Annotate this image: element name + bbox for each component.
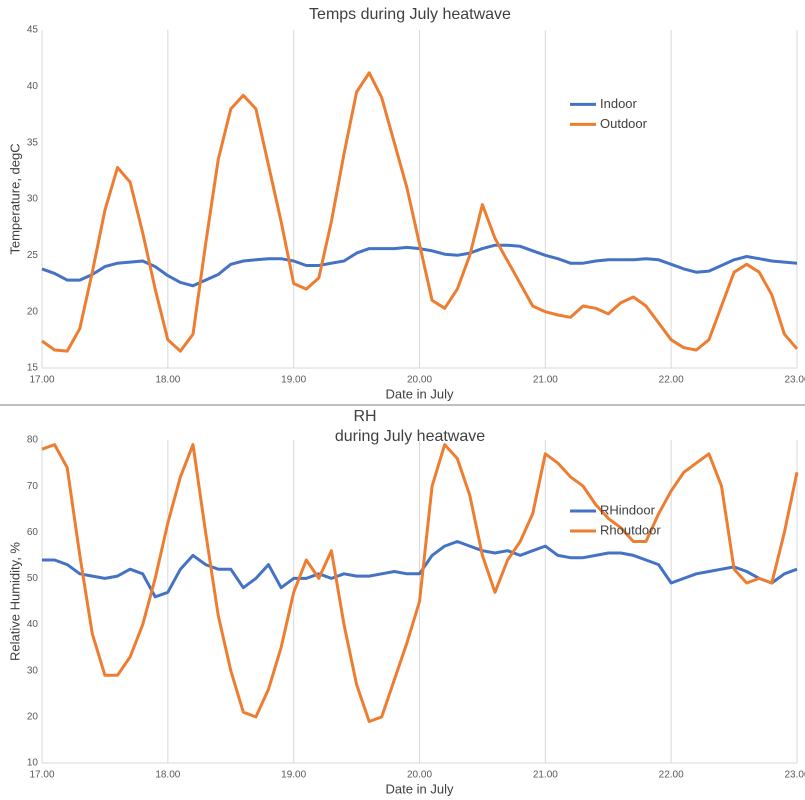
legend-label: RHindoor xyxy=(600,502,656,517)
legend-label: Rhoutdoor xyxy=(600,522,661,537)
x-tick-label: 17.00 xyxy=(29,770,54,781)
x-tick-label: 22.00 xyxy=(659,770,684,781)
legend-label: Indoor xyxy=(600,96,638,111)
x-tick-label: 22.00 xyxy=(659,375,684,386)
x-tick-label: 21.00 xyxy=(533,375,558,386)
x-axis-title: Date in July xyxy=(386,781,454,796)
series-line xyxy=(41,443,799,723)
y-tick-label: 80 xyxy=(27,435,39,446)
y-tick-label: 30 xyxy=(27,194,39,205)
legend-label: Outdoor xyxy=(600,116,648,131)
x-tick-label: 18.00 xyxy=(155,375,180,386)
y-tick-label: 50 xyxy=(27,573,39,584)
y-tick-label: 60 xyxy=(27,527,39,538)
chart-title: RH xyxy=(353,408,376,425)
chart-title: Temps during July heatwave xyxy=(309,6,511,23)
x-tick-label: 21.00 xyxy=(533,770,558,781)
x-tick-label: 17.00 xyxy=(29,375,54,386)
series-line xyxy=(41,71,799,353)
y-tick-label: 40 xyxy=(27,619,39,630)
x-axis-title: Date in July xyxy=(386,386,454,401)
x-tick-label: 23.00 xyxy=(784,375,805,386)
y-axis-title: Temperature, degC xyxy=(7,143,22,254)
y-tick-label: 10 xyxy=(27,758,39,769)
y-tick-label: 30 xyxy=(27,665,39,676)
y-axis-title: Relative Humidity, % xyxy=(7,542,22,661)
y-tick-label: 45 xyxy=(27,25,39,36)
y-tick-label: 15 xyxy=(27,363,39,374)
series-line xyxy=(42,540,798,599)
x-tick-label: 19.00 xyxy=(281,770,306,781)
y-tick-label: 70 xyxy=(27,481,39,492)
x-tick-label: 18.00 xyxy=(155,770,180,781)
chart-title: during July heatwave xyxy=(335,428,485,445)
x-tick-label: 20.00 xyxy=(407,770,432,781)
y-tick-label: 20 xyxy=(27,306,39,317)
y-tick-label: 40 xyxy=(27,81,39,92)
x-tick-label: 19.00 xyxy=(281,375,306,386)
y-tick-label: 25 xyxy=(27,250,39,261)
y-tick-label: 20 xyxy=(27,711,39,722)
y-tick-label: 35 xyxy=(27,137,39,148)
x-tick-label: 23.00 xyxy=(784,770,805,781)
x-tick-label: 20.00 xyxy=(407,375,432,386)
